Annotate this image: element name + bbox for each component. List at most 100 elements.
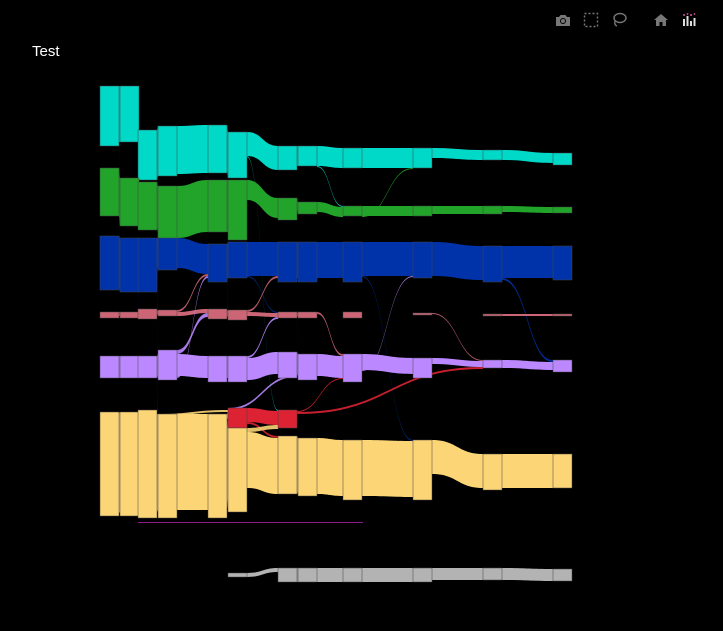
- sankey-node-teal[interactable]: [137, 129, 158, 181]
- sankey-node-purple[interactable]: [277, 351, 298, 379]
- sankey-node-blue[interactable]: [207, 243, 228, 283]
- sankey-node-teal[interactable]: [342, 147, 363, 169]
- sankey-node-pink[interactable]: [99, 311, 120, 319]
- sankey-node-teal[interactable]: [119, 85, 140, 143]
- sankey-node-green[interactable]: [342, 205, 363, 217]
- sankey-node-blue[interactable]: [277, 241, 298, 283]
- sankey-link: [502, 278, 553, 362]
- sankey-node-green[interactable]: [119, 177, 140, 227]
- sankey-node-yellow[interactable]: [412, 439, 433, 501]
- sankey-node-teal[interactable]: [99, 85, 120, 147]
- sankey-link: [362, 242, 413, 276]
- sankey-node-green[interactable]: [482, 205, 503, 215]
- sankey-node-teal[interactable]: [297, 145, 318, 167]
- sankey-node-purple[interactable]: [297, 353, 318, 381]
- sankey-node-pink[interactable]: [297, 311, 318, 319]
- sankey-node-purple[interactable]: [137, 355, 158, 379]
- plotly-logo-icon[interactable]: [678, 10, 700, 30]
- sankey-node-red[interactable]: [227, 407, 248, 429]
- sankey-node-pink[interactable]: [552, 313, 573, 317]
- sankey-node-purple[interactable]: [342, 353, 363, 383]
- sankey-node-yellow[interactable]: [297, 437, 318, 497]
- sankey-node-gray[interactable]: [297, 567, 318, 583]
- sankey-node-blue[interactable]: [137, 237, 158, 293]
- sankey-node-pink[interactable]: [157, 309, 178, 317]
- sankey-node-red[interactable]: [277, 409, 298, 429]
- sankey-link: [297, 376, 298, 411]
- sankey-node-green[interactable]: [552, 206, 573, 214]
- sankey-node-green[interactable]: [297, 201, 318, 215]
- sankey-node-blue[interactable]: [119, 237, 140, 293]
- sankey-node-gray[interactable]: [277, 567, 298, 583]
- lasso-select-icon[interactable]: [608, 10, 630, 30]
- sankey-node-yellow[interactable]: [552, 453, 573, 489]
- sankey-node-green[interactable]: [137, 181, 158, 231]
- sankey-node-teal[interactable]: [412, 147, 433, 169]
- sankey-node-yellow[interactable]: [277, 435, 298, 495]
- sankey-link: [502, 314, 553, 316]
- sankey-node-gray[interactable]: [412, 567, 433, 583]
- sankey-node-blue[interactable]: [412, 241, 433, 279]
- sankey-link: [247, 425, 278, 432]
- sankey-node-blue[interactable]: [99, 235, 120, 291]
- sankey-node-teal[interactable]: [552, 152, 573, 166]
- sankey-node-yellow[interactable]: [482, 453, 503, 491]
- sankey-node-blue[interactable]: [342, 241, 363, 283]
- sankey-node-blue[interactable]: [482, 245, 503, 283]
- sankey-node-pink[interactable]: [207, 308, 228, 320]
- sankey-node-blue[interactable]: [297, 241, 318, 283]
- sankey-node-pink[interactable]: [227, 309, 248, 321]
- sankey-link: [362, 168, 413, 217]
- sankey-node-purple[interactable]: [99, 355, 120, 379]
- camera-icon[interactable]: [552, 10, 574, 30]
- sankey-node-yellow[interactable]: [137, 409, 158, 519]
- sankey-node-green[interactable]: [207, 179, 228, 233]
- sankey-link: [247, 242, 278, 276]
- sankey-link: [157, 268, 158, 311]
- sankey-link: [247, 568, 278, 577]
- sankey-node-yellow[interactable]: [99, 411, 120, 517]
- sankey-node-pink[interactable]: [137, 308, 158, 320]
- sankey-node-pink[interactable]: [482, 313, 503, 317]
- sankey-link: [177, 180, 208, 238]
- sankey-node-teal[interactable]: [482, 149, 503, 161]
- sankey-node-purple[interactable]: [207, 355, 228, 383]
- sankey-node-green[interactable]: [412, 205, 433, 217]
- sankey-node-teal[interactable]: [207, 124, 228, 174]
- sankey-node-yellow[interactable]: [342, 439, 363, 501]
- nodes-layer: [99, 85, 573, 583]
- sankey-node-blue[interactable]: [157, 237, 178, 271]
- modebar: [552, 10, 700, 30]
- sankey-node-pink[interactable]: [277, 311, 298, 319]
- sankey-node-purple[interactable]: [552, 359, 573, 373]
- sankey-node-purple[interactable]: [119, 355, 140, 379]
- sankey-link: [502, 360, 553, 370]
- sankey-node-purple[interactable]: [227, 355, 248, 383]
- sankey-node-green[interactable]: [99, 167, 120, 217]
- sankey-node-purple[interactable]: [157, 349, 178, 381]
- sankey-node-yellow[interactable]: [207, 413, 228, 519]
- sankey-node-yellow[interactable]: [157, 413, 178, 519]
- sankey-node-teal[interactable]: [227, 131, 248, 179]
- sankey-node-gray[interactable]: [482, 567, 503, 581]
- sankey-node-green[interactable]: [227, 179, 248, 241]
- sankey-node-pink[interactable]: [412, 312, 433, 316]
- box-select-icon[interactable]: [580, 10, 602, 30]
- sankey-link: [228, 375, 297, 410]
- home-icon[interactable]: [650, 10, 672, 30]
- sankey-link: [317, 312, 343, 356]
- sankey-node-teal[interactable]: [277, 145, 298, 171]
- sankey-node-yellow[interactable]: [119, 411, 140, 517]
- sankey-node-pink[interactable]: [342, 311, 363, 319]
- sankey-node-blue[interactable]: [227, 241, 248, 279]
- sankey-node-gray[interactable]: [342, 567, 363, 583]
- sankey-node-blue[interactable]: [552, 245, 573, 281]
- sankey-node-pink[interactable]: [119, 311, 140, 319]
- sankey-node-gray[interactable]: [227, 572, 248, 578]
- sankey-node-purple[interactable]: [412, 357, 433, 379]
- sankey-node-teal[interactable]: [157, 125, 178, 177]
- sankey-node-green[interactable]: [277, 197, 298, 221]
- sankey-node-gray[interactable]: [552, 568, 573, 582]
- sankey-node-yellow[interactable]: [227, 427, 248, 513]
- sankey-node-purple[interactable]: [482, 359, 503, 369]
